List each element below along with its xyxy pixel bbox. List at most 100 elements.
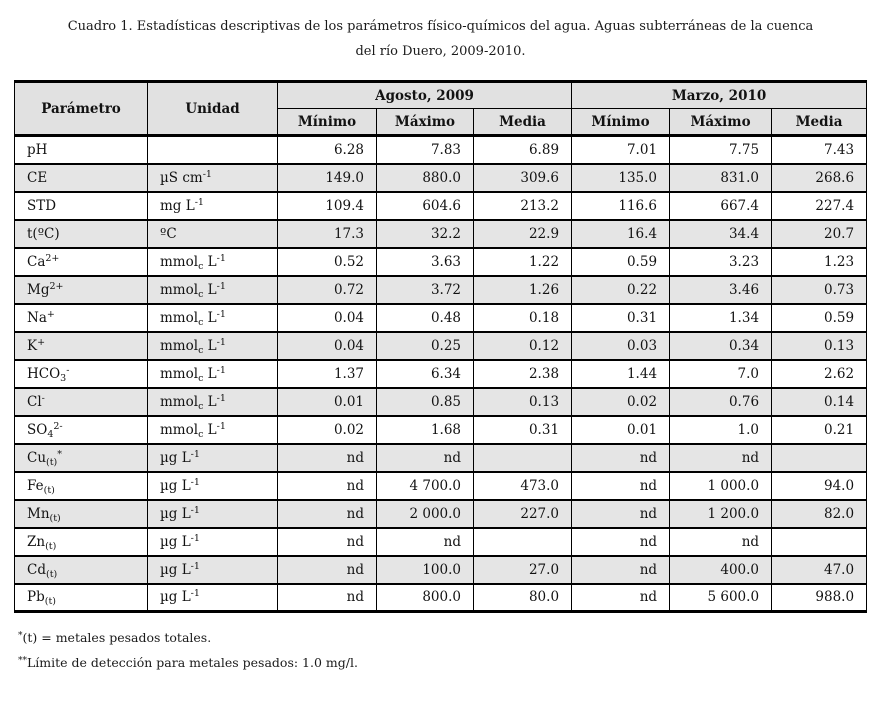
param-cell: HCO3- [14, 358, 148, 389]
param-cell: CE [14, 162, 148, 193]
value-cell: 94.0 [771, 470, 868, 501]
value-cell: 0.01 [571, 414, 671, 445]
unit-cell: µg L-1 [147, 582, 278, 613]
value-cell: 0.02 [277, 414, 377, 445]
value-cell: 7.83 [376, 134, 474, 165]
table-caption: Cuadro 1. Estadísticas descriptivas de l… [0, 14, 881, 64]
value-cell: 0.12 [472, 330, 573, 361]
col-group-agosto-2009: Agosto, 2009 [276, 81, 573, 109]
col-header-maximo-agosto: Máximo [376, 108, 474, 137]
value-cell [771, 526, 868, 557]
param-cell: Mg2+ [14, 274, 148, 305]
value-cell: 0.52 [277, 246, 377, 277]
param-cell: Fe(t) [14, 470, 148, 501]
table-row: STD mg L-1 109.4 604.6 213.2 116.6 667.4 227.4 [14, 190, 868, 221]
col-header-unidad: Unidad [147, 81, 278, 137]
value-cell: 0.85 [376, 386, 474, 417]
value-cell: 7.43 [771, 134, 868, 165]
unit-cell: ºC [147, 218, 278, 249]
value-cell: nd [571, 582, 671, 613]
value-cell: 1.22 [472, 246, 573, 277]
footnote-1-text: (t) = metales pesados totales. [22, 630, 212, 645]
value-cell [472, 526, 573, 557]
value-cell: 0.31 [472, 414, 573, 445]
value-cell: 3.23 [669, 246, 773, 277]
stats-table: Parámetro Unidad Agosto, 2009 Marzo, 201… [14, 80, 868, 613]
value-cell: 100.0 [376, 554, 474, 585]
col-header-maximo-marzo: Máximo [669, 108, 773, 137]
value-cell: 7.75 [669, 134, 773, 165]
value-cell: 5 600.0 [669, 582, 773, 613]
unit-cell [147, 134, 278, 165]
table-row: Fe(t) µg L-1 nd 4 700.0 473.0 nd 1 000.0 94.0 [14, 470, 868, 501]
value-cell: 6.28 [277, 134, 377, 165]
param-cell: STD [14, 190, 148, 221]
table-row: HCO3- mmolc L-1 1.37 6.34 2.38 1.44 7.0 2.62 [14, 358, 868, 389]
value-cell: 34.4 [669, 218, 773, 249]
table-row: Zn(t) µg L-1 nd nd nd nd [14, 526, 868, 557]
value-cell: nd [277, 442, 377, 473]
value-cell: 4 700.0 [376, 470, 474, 501]
table-row: Cl-mmolc L-1 0.01 0.85 0.13 0.02 0.76 0.14 [14, 386, 868, 417]
footnote-2: **Límite de detección para metales pesad… [18, 650, 881, 675]
col-header-parametro: Parámetro [14, 81, 148, 137]
value-cell: 0.72 [277, 274, 377, 305]
footnotes: *(t) = metales pesados totales. **Límite… [18, 625, 881, 675]
value-cell: 0.04 [277, 302, 377, 333]
value-cell: 1.44 [571, 358, 671, 389]
caption-line-1: Cuadro 1. Estadísticas descriptivas de l… [67, 19, 814, 34]
value-cell: 1 200.0 [669, 498, 773, 529]
value-cell: nd [669, 442, 773, 473]
value-cell: 988.0 [771, 582, 868, 613]
value-cell: 6.34 [376, 358, 474, 389]
value-cell: 16.4 [571, 218, 671, 249]
unit-cell: mmolc L-1 [147, 414, 278, 445]
value-cell: 0.25 [376, 330, 474, 361]
value-cell: 17.3 [277, 218, 377, 249]
value-cell: nd [571, 442, 671, 473]
value-cell: 268.6 [771, 162, 868, 193]
value-cell [472, 442, 573, 473]
footnote-1-marker: * [18, 631, 23, 641]
value-cell: 82.0 [771, 498, 868, 529]
col-group-marzo-2010: Marzo, 2010 [571, 81, 868, 109]
value-cell: 22.9 [472, 218, 573, 249]
value-cell: 7.0 [669, 358, 773, 389]
table-body: pH 6.28 7.83 6.89 7.01 7.75 7.43 CE µS cm-1 149.0… [14, 134, 868, 613]
value-cell: nd [571, 526, 671, 557]
value-cell: 0.18 [472, 302, 573, 333]
value-cell: nd [376, 526, 474, 557]
unit-cell: µg L-1 [147, 442, 278, 473]
footnote-1: *(t) = metales pesados totales. [18, 625, 881, 650]
value-cell: nd [376, 442, 474, 473]
value-cell: nd [571, 470, 671, 501]
param-cell: SO42- [14, 414, 148, 445]
value-cell: 1.0 [669, 414, 773, 445]
param-cell: Cu(t)* [14, 442, 148, 473]
value-cell: 109.4 [277, 190, 377, 221]
col-header-media-marzo: Media [771, 108, 868, 137]
value-cell: 0.59 [771, 302, 868, 333]
value-cell: 0.03 [571, 330, 671, 361]
value-cell: 135.0 [571, 162, 671, 193]
value-cell: 1.23 [771, 246, 868, 277]
value-cell: 0.48 [376, 302, 474, 333]
value-cell: 32.2 [376, 218, 474, 249]
footnote-2-text: Límite de detección para metales pesados… [27, 655, 358, 670]
param-cell: Cl- [14, 386, 148, 417]
table-row: Ca2+ mmolc L-1 0.52 3.63 1.22 0.59 3.23 1.23 [14, 246, 868, 277]
value-cell: 149.0 [277, 162, 377, 193]
table-row: K+ mmolc L-1 0.04 0.25 0.12 0.03 0.34 0.13 [14, 330, 868, 361]
value-cell: 800.0 [376, 582, 474, 613]
value-cell: 116.6 [571, 190, 671, 221]
footnote-2-marker: ** [18, 656, 27, 666]
value-cell: 880.0 [376, 162, 474, 193]
unit-cell: mmolc L-1 [147, 358, 278, 389]
value-cell: 1.26 [472, 274, 573, 305]
value-cell: nd [571, 498, 671, 529]
unit-cell: µS cm-1 [147, 162, 278, 193]
param-cell: t(ºC) [14, 218, 148, 249]
caption-line-2: del río Duero, 2009-2010. [355, 44, 526, 59]
unit-cell: mmolc L-1 [147, 246, 278, 277]
value-cell: 7.01 [571, 134, 671, 165]
